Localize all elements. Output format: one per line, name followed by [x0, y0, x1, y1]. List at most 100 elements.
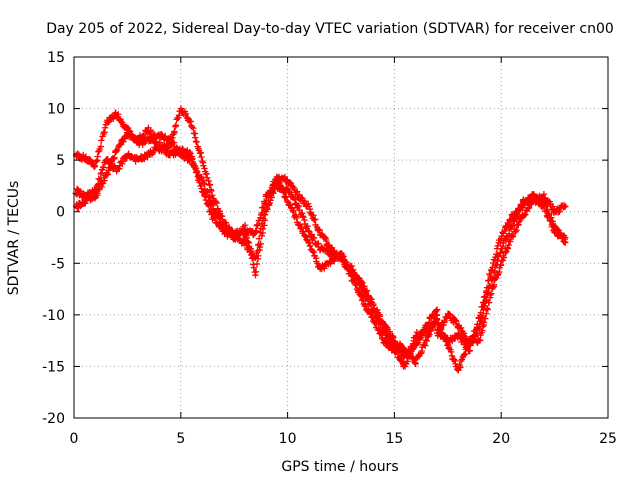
data-point-2: [353, 281, 360, 289]
plot-frame: [73, 56, 609, 419]
data-point-2: [213, 219, 221, 227]
grid-lines: [74, 57, 608, 418]
data-point-2: [293, 214, 300, 222]
data-point-2: [96, 176, 104, 184]
data-point-2: [350, 276, 357, 283]
data-point-4: [441, 319, 448, 326]
data-point-4: [504, 233, 511, 241]
data-point-2: [287, 201, 294, 208]
data-point-1: [431, 311, 438, 319]
data-point-1: [370, 308, 378, 315]
data-point-2: [242, 229, 249, 236]
data-point-2: [391, 349, 399, 357]
data-point-0: [91, 162, 99, 169]
data-point-2: [429, 322, 437, 330]
data-point-5: [501, 227, 508, 235]
x-tick-label: 0: [70, 431, 79, 447]
data-point-5: [466, 347, 474, 355]
data-point-4: [486, 283, 494, 290]
data-point-1: [167, 142, 174, 149]
data-point-1: [252, 227, 259, 235]
data-point-5: [490, 259, 497, 267]
data-point-3: [450, 356, 458, 363]
data-point-3: [494, 272, 501, 279]
data-point-1: [310, 234, 318, 242]
data-point-2: [95, 175, 102, 182]
data-point-2: [289, 207, 296, 214]
data-point-1: [128, 131, 135, 138]
data-point-2: [202, 196, 210, 204]
data-point-2: [365, 306, 372, 313]
data-point-2: [362, 301, 369, 308]
data-point-2: [252, 268, 260, 275]
data-point-5: [459, 337, 467, 344]
data-point-2: [241, 222, 249, 229]
data-point-2: [249, 254, 257, 262]
data-point-2: [258, 232, 266, 240]
data-point-1: [147, 128, 154, 136]
data-point-1: [172, 122, 180, 129]
data-point-0: [412, 360, 419, 367]
data-point-2: [231, 234, 239, 242]
data-point-1: [188, 123, 196, 131]
y-tick-label: 15: [47, 50, 65, 66]
data-point-5: [481, 293, 489, 300]
data-point-2: [190, 163, 198, 171]
data-point-1: [152, 138, 160, 145]
data-point-2: [290, 208, 297, 216]
data-point-5: [507, 216, 515, 223]
data-point-1: [203, 170, 210, 177]
data-point-5: [545, 214, 553, 221]
data-point-5: [480, 294, 488, 301]
data-point-1: [366, 300, 373, 307]
data-point-5: [547, 217, 554, 224]
data-point-3: [562, 203, 569, 210]
data-point-0: [93, 158, 100, 165]
data-point-2: [187, 150, 194, 157]
data-point-2: [211, 215, 219, 222]
data-point-1: [205, 177, 212, 185]
data-point-1: [433, 306, 441, 313]
data-point-3: [505, 241, 512, 249]
data-point-1: [208, 192, 216, 199]
data-point-2: [186, 148, 194, 156]
data-point-2: [207, 206, 214, 214]
data-point-2: [301, 232, 309, 240]
data-point-1: [192, 134, 199, 141]
x-tick-label: 25: [599, 431, 617, 447]
data-point-4: [497, 249, 504, 256]
y-tick-label: -10: [42, 308, 65, 324]
y-tick-label: -15: [42, 359, 65, 375]
data-point-1: [116, 141, 124, 149]
data-point-2: [393, 348, 400, 355]
data-point-1: [206, 181, 214, 188]
data-point-1: [432, 307, 440, 314]
data-point-2: [243, 234, 251, 242]
data-point-1: [257, 214, 264, 221]
data-point-2: [278, 185, 286, 193]
data-point-1: [110, 155, 118, 163]
data-point-1: [254, 221, 261, 229]
data-point-1: [304, 222, 311, 230]
data-point-2: [261, 222, 268, 229]
data-point-1: [182, 110, 190, 117]
data-point-2: [378, 331, 385, 338]
data-point-0: [97, 143, 105, 150]
axis-ticks: [73, 56, 609, 419]
data-point-1: [213, 199, 221, 207]
data-point-2: [275, 178, 282, 186]
data-point-3: [556, 208, 563, 215]
x-tick-labels: 0 5 10 15 20 25: [70, 431, 617, 447]
data-point-5: [455, 330, 462, 337]
data-point-3: [490, 281, 498, 288]
data-point-0: [293, 188, 301, 195]
y-tick-label: 5: [56, 153, 65, 169]
data-point-5: [494, 242, 501, 250]
data-points: [72, 105, 569, 374]
data-point-5: [540, 201, 548, 209]
data-point-2: [359, 295, 367, 303]
data-point-0: [115, 111, 122, 118]
data-point-1: [308, 231, 316, 238]
data-point-3: [506, 238, 514, 245]
data-point-1: [203, 174, 211, 181]
